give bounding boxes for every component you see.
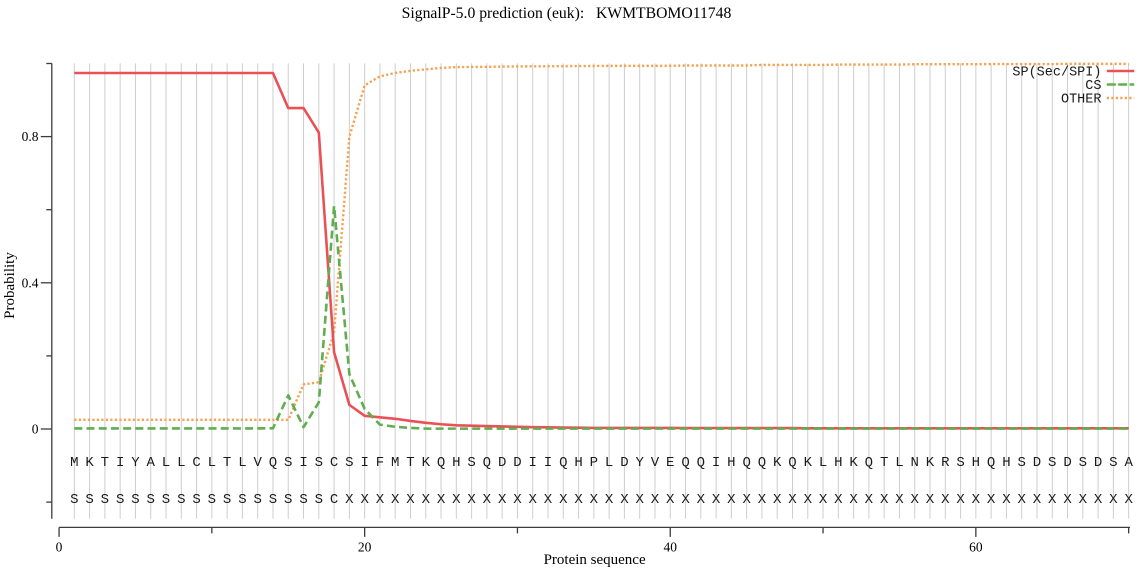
svg-text:40: 40 (664, 540, 678, 555)
svg-text:0: 0 (32, 422, 39, 437)
svg-text:OTHER: OTHER (1061, 93, 1102, 108)
svg-text:0.4: 0.4 (22, 275, 39, 290)
svg-text:20: 20 (358, 540, 372, 555)
svg-text:60: 60 (969, 540, 983, 555)
svg-text:Protein sequence: Protein sequence (544, 552, 646, 568)
svg-text:SP(Sec/SPI): SP(Sec/SPI) (1012, 66, 1101, 81)
svg-text:CS: CS (1085, 79, 1101, 94)
svg-text:Probability: Probability (2, 252, 18, 319)
svg-text:0.8: 0.8 (22, 129, 39, 144)
svg-text:0: 0 (56, 540, 63, 555)
svg-text:SignalP-5.0 prediction (euk):: SignalP-5.0 prediction (euk): KWMTBOMO11… (402, 5, 732, 22)
